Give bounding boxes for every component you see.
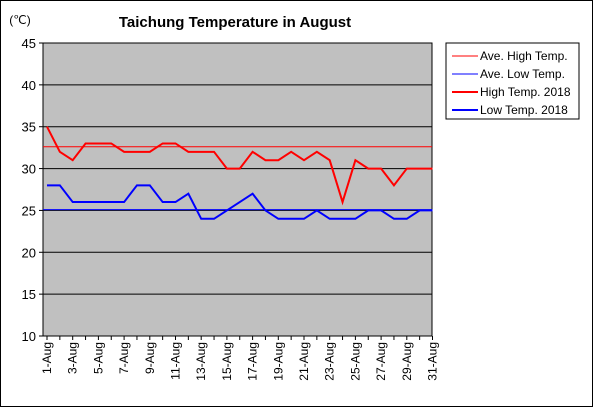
y-tick-label: 45: [22, 36, 36, 51]
x-tick-label: 27-Aug: [374, 342, 388, 381]
y-tick-label: 35: [22, 120, 36, 135]
x-tick-label: 9-Aug: [143, 342, 157, 374]
y-unit-label: (℃): [9, 13, 30, 27]
series-line: [47, 184, 433, 220]
x-tick-label: 23-Aug: [323, 342, 337, 381]
x-tick-label: 1-Aug: [40, 342, 54, 374]
legend-label: Ave. Low Temp.: [480, 67, 565, 81]
x-tick-label: 31-Aug: [426, 342, 440, 381]
series-line: [46, 126, 433, 206]
x-axis-ticks: 1-Aug 3-Aug 5-Aug 7-Aug 9-Aug 11-Aug 13-Aug 15-…: [40, 336, 440, 381]
x-tick-label: 21-Aug: [297, 342, 311, 381]
series-group: [43, 126, 433, 220]
y-tick-label: 15: [22, 287, 36, 302]
x-tick-label: 19-Aug: [271, 342, 285, 381]
legend-label: Low Temp. 2018: [480, 103, 568, 117]
legend-items: Ave. High Temp. Ave. Low Temp. High Temp. …: [452, 49, 571, 117]
y-tick-label: 20: [22, 245, 36, 260]
x-tick-label: 5-Aug: [91, 342, 105, 374]
x-tick-label: 13-Aug: [194, 342, 208, 381]
legend-label: Ave. High Temp.: [480, 49, 568, 63]
x-tick-label: 25-Aug: [348, 342, 362, 381]
grid-lines: [43, 84, 432, 295]
y-tick-label: 30: [22, 162, 36, 177]
y-axis-ticks: 10 15 20 25 30 35 40 45: [22, 36, 43, 344]
legend-label: High Temp. 2018: [480, 85, 571, 99]
y-tick-label: 40: [22, 78, 36, 93]
x-tick-label: 17-Aug: [246, 342, 260, 381]
plot-area: [42, 42, 433, 337]
chart-title: Taichung Temperature in August: [119, 14, 351, 31]
x-tick-label: 29-Aug: [400, 342, 414, 381]
y-tick-label: 25: [22, 203, 36, 218]
x-tick-label: 11-Aug: [169, 342, 183, 380]
x-tick-label: 15-Aug: [220, 342, 234, 381]
x-tick-label: 7-Aug: [117, 342, 131, 374]
y-tick-label: 10: [22, 329, 36, 344]
x-tick-label: 3-Aug: [66, 342, 80, 374]
